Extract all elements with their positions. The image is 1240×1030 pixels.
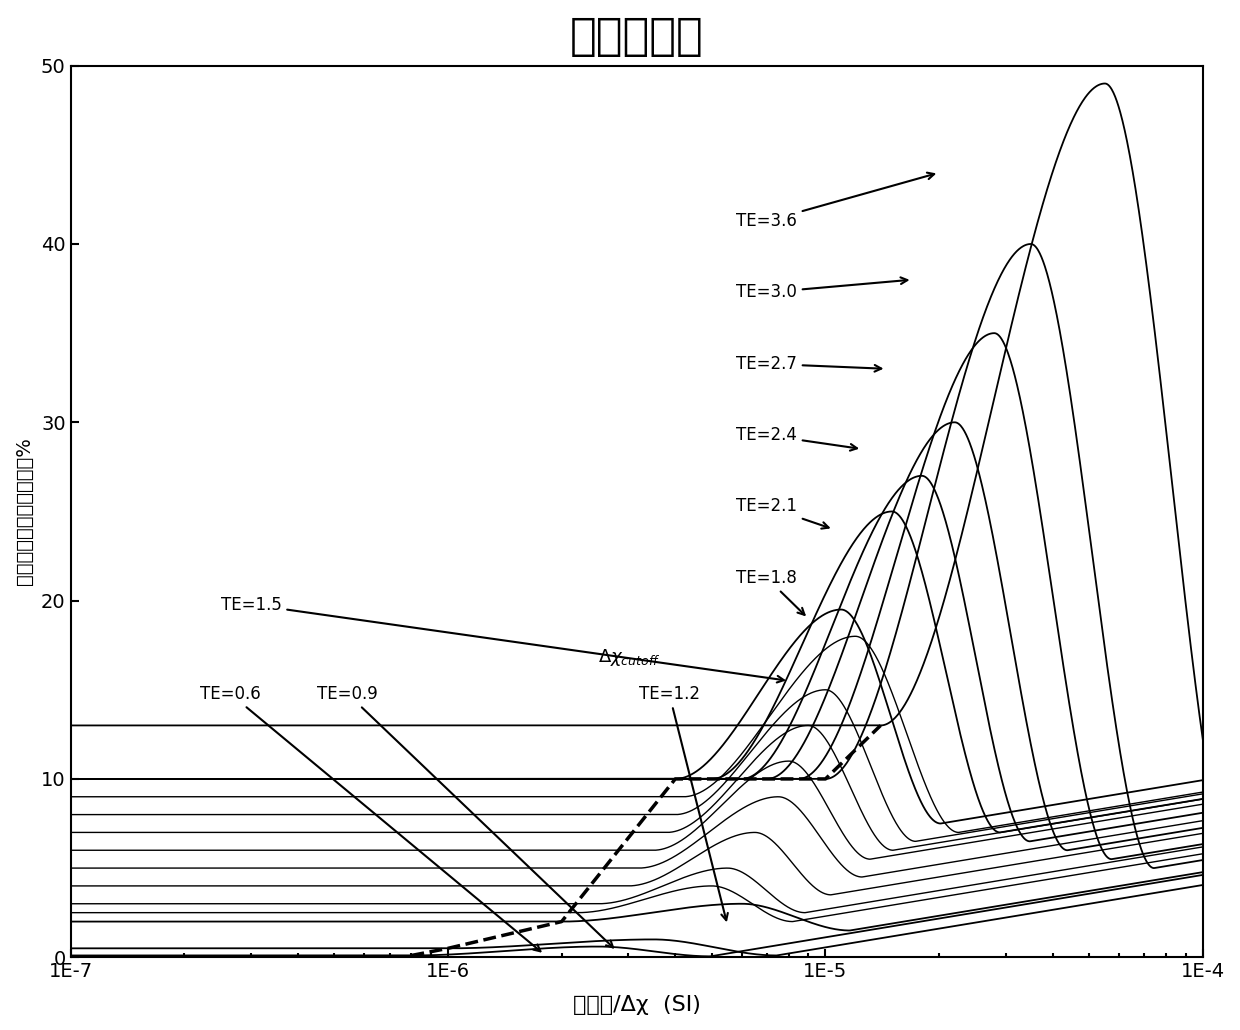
Text: TE=3.6: TE=3.6: [737, 173, 934, 230]
Text: TE=2.4: TE=2.4: [737, 426, 857, 451]
Text: TE=1.8: TE=1.8: [737, 569, 805, 615]
X-axis label: 磁化率/Δχ  (SI): 磁化率/Δχ (SI): [573, 995, 701, 1015]
Text: TE=1.2: TE=1.2: [639, 685, 728, 920]
Text: TE=1.5: TE=1.5: [221, 595, 784, 683]
Text: TE=0.6: TE=0.6: [200, 685, 541, 952]
Title: 含水火成岜: 含水火成岜: [570, 15, 703, 58]
Text: TE=3.0: TE=3.0: [737, 277, 908, 302]
Text: TE=2.1: TE=2.1: [737, 497, 828, 528]
Text: TE=0.9: TE=0.9: [317, 685, 613, 948]
Text: TE=2.7: TE=2.7: [737, 354, 882, 373]
Y-axis label: 核磁共振孔隙度相对误差%: 核磁共振孔隙度相对误差%: [15, 438, 33, 585]
Text: $\Delta\chi_{cutoff}$: $\Delta\chi_{cutoff}$: [598, 648, 661, 668]
